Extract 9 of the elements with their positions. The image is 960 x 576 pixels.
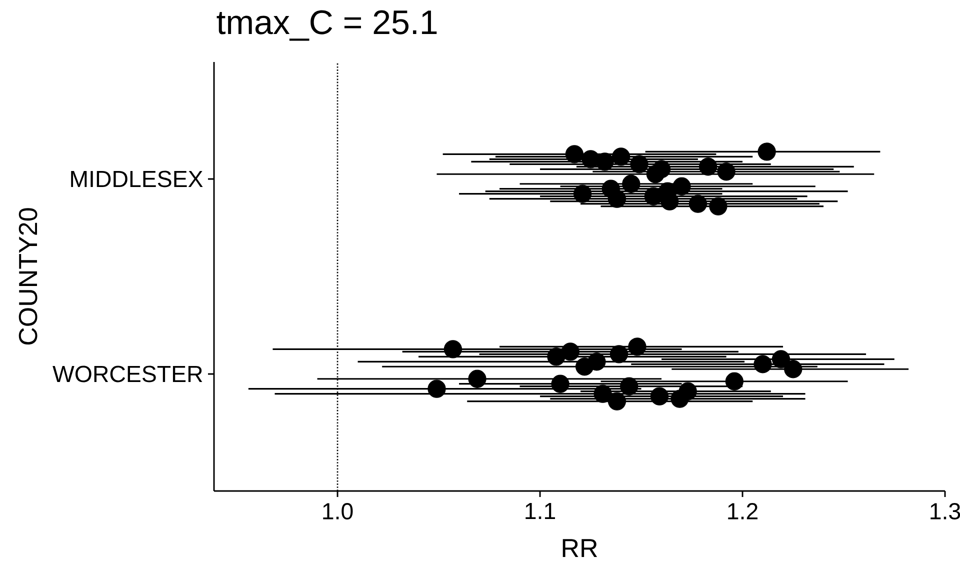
chart-title: tmax_C = 25.1: [216, 10, 437, 41]
y-tick-label: MIDDLESEX: [71, 170, 203, 188]
x-tick-label: 1.1: [526, 503, 556, 520]
y-axis-title: COUNTY20: [18, 208, 38, 345]
x-tick-label: 1.2: [728, 503, 758, 520]
x-tick-label: 1.3: [930, 503, 960, 520]
y-tick-label: WORCESTER: [52, 366, 202, 382]
x-tick-label: 1.0: [323, 503, 353, 520]
x-axis-title: RR: [562, 539, 598, 557]
